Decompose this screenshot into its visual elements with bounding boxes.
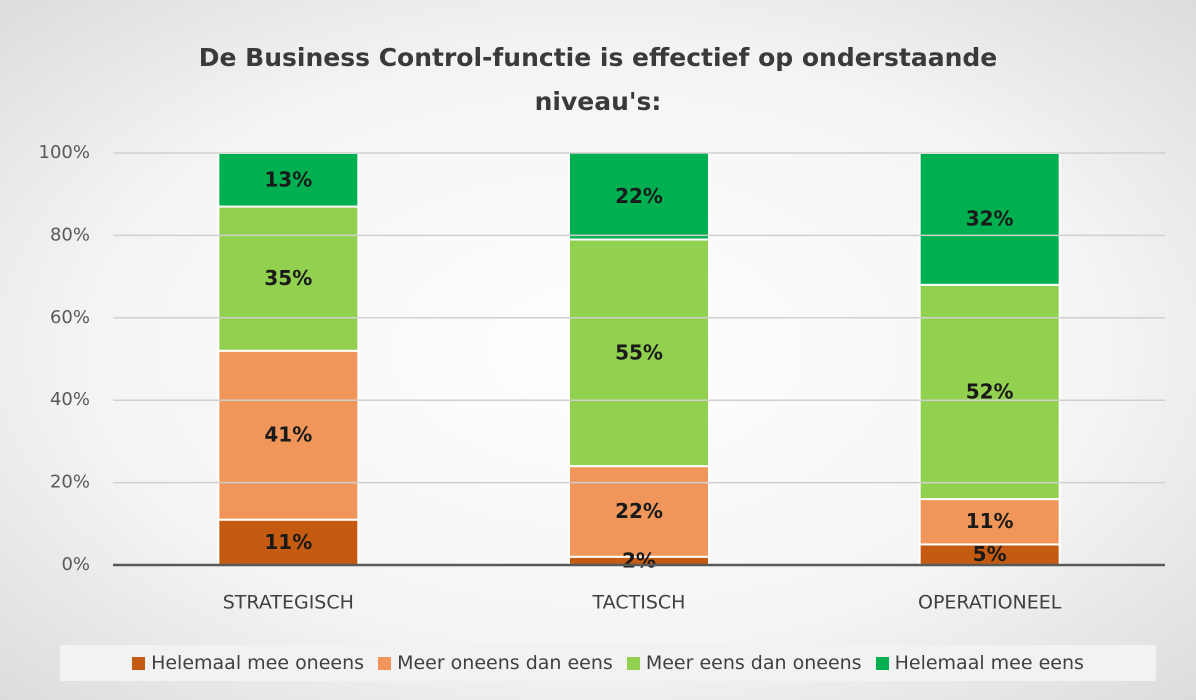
bar-segment <box>918 153 1061 286</box>
data-label: 35% <box>264 266 312 290</box>
x-tick-label: TACTISCH <box>592 592 686 614</box>
data-label: 2% <box>622 548 656 572</box>
legend-swatch <box>378 656 392 670</box>
y-tick-label: 100% <box>39 142 90 163</box>
bar-segment <box>217 349 360 521</box>
legend-label: Helemaal mee oneens <box>151 652 365 674</box>
x-tick-label: STRATEGISCH <box>223 592 354 614</box>
y-tick-label: 60% <box>50 307 90 328</box>
legend-item: Helemaal mee oneens <box>132 652 364 674</box>
bar-segment <box>568 465 710 558</box>
bar-segment <box>918 283 1061 501</box>
data-label: 52% <box>966 379 1014 403</box>
chart-title: De Business Control-functie is effectief… <box>198 43 998 116</box>
bar-segment <box>568 153 710 241</box>
legend-label: Helemaal mee eens <box>894 652 1084 674</box>
data-label: 11% <box>264 530 312 554</box>
y-tick-label: 0% <box>61 554 90 575</box>
y-tick-label: 20% <box>50 472 90 493</box>
data-label: 32% <box>966 206 1014 230</box>
data-label: 11% <box>966 509 1014 533</box>
data-label: 5% <box>973 542 1007 566</box>
bar-segment <box>568 238 710 468</box>
legend: Helemaal mee oneens Meer oneens dan eens M… <box>60 645 1156 681</box>
x-tick-label: OPERATIONEEL <box>918 592 1062 614</box>
legend-label: Meer oneens dan eens <box>397 652 613 674</box>
bars <box>217 153 1061 565</box>
legend-label: Meer eens dan oneens <box>645 652 862 674</box>
bar-segment <box>217 153 360 208</box>
data-label: 41% <box>264 423 312 447</box>
data-label: 13% <box>264 167 312 191</box>
legend-swatch <box>875 656 889 670</box>
bar-segment <box>918 498 1061 546</box>
data-label: 22% <box>615 499 663 523</box>
data-label: 22% <box>615 184 663 208</box>
data-label: 55% <box>615 340 663 364</box>
legend-swatch <box>626 656 640 670</box>
y-tick-label: 80% <box>50 224 90 245</box>
legend-item: Meer eens dan oneens <box>626 652 862 674</box>
bar-segment <box>217 205 360 352</box>
y-tick-label: 40% <box>50 389 90 410</box>
legend-item: Helemaal mee eens <box>875 652 1084 674</box>
legend-item: Meer oneens dan eens <box>378 652 613 674</box>
legend-swatch <box>132 656 146 670</box>
